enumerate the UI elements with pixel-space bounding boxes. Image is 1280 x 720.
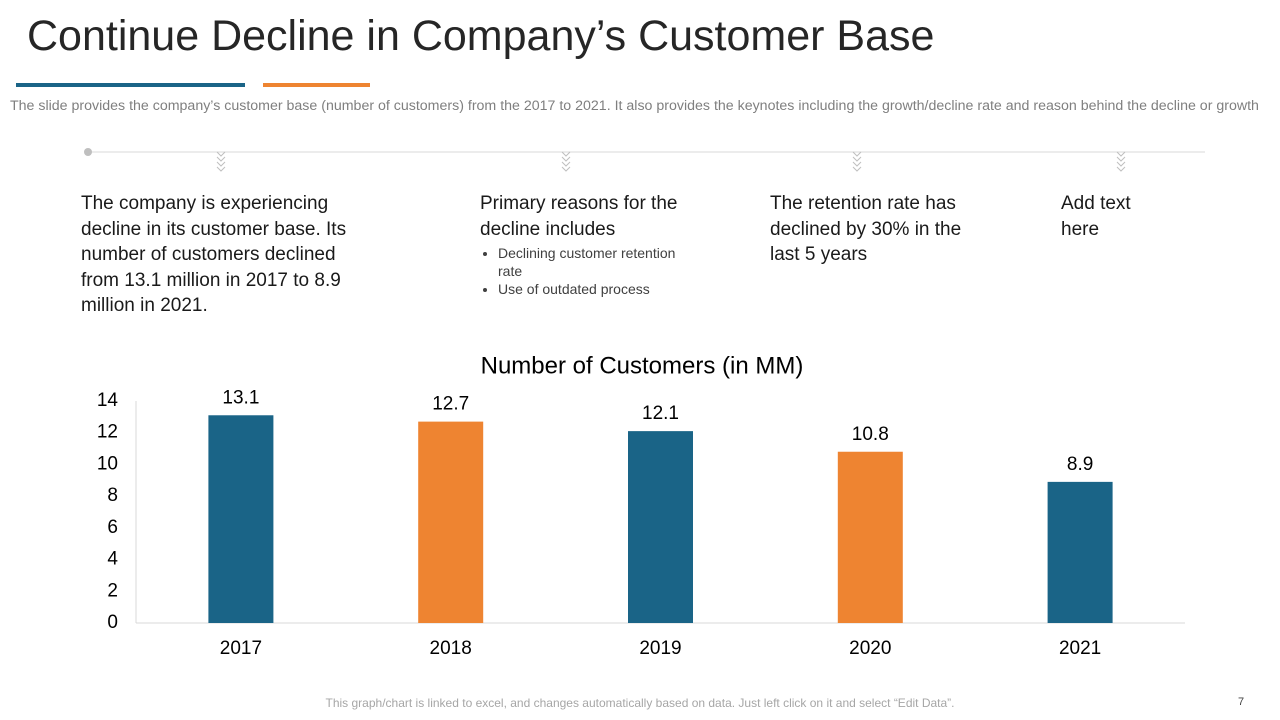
bullet: Use of outdated process xyxy=(498,280,680,298)
note: Add text here xyxy=(1061,193,1131,240)
slide-title: Continue Decline in Company’s Customer B… xyxy=(27,12,935,60)
timeline-icons xyxy=(216,151,1126,172)
y-tick-label: 0 xyxy=(107,612,118,633)
note: The company is experiencing decline in i… xyxy=(81,193,347,316)
x-tick-label: 2017 xyxy=(220,638,262,659)
y-tick-label: 8 xyxy=(107,485,118,506)
y-tick-label: 10 xyxy=(97,453,118,474)
x-tick-label: 2018 xyxy=(430,638,472,659)
y-tick-label: 4 xyxy=(107,549,118,570)
note: The retention rate has declined by 30% i… xyxy=(770,193,962,265)
bullet-list: Declining customer retention rate Use of… xyxy=(480,244,680,298)
x-tick-label: 2019 xyxy=(639,638,681,659)
y-tick-label: 6 xyxy=(107,517,118,538)
bar xyxy=(418,421,484,623)
value-label: 13.1 xyxy=(222,387,259,408)
bar xyxy=(628,431,693,623)
bar xyxy=(208,415,274,623)
value-label: 10.8 xyxy=(852,424,889,445)
chart-title: Number of Customers (in MM) xyxy=(481,352,804,379)
bar xyxy=(837,451,903,623)
y-tick-label: 2 xyxy=(107,580,118,601)
x-tick-label: 2020 xyxy=(849,638,891,659)
value-label: 12.1 xyxy=(642,403,679,424)
value-label: 12.7 xyxy=(432,394,469,415)
y-tick-label: 12 xyxy=(97,422,118,443)
x-tick-label: 2021 xyxy=(1059,638,1101,659)
y-tick-label: 14 xyxy=(97,390,119,411)
timeline-dot xyxy=(84,148,92,156)
bar xyxy=(1047,481,1113,623)
subtitle: The slide provides the company’s custome… xyxy=(10,98,1259,114)
value-label: 8.9 xyxy=(1067,454,1093,475)
page-number: 7 xyxy=(1238,696,1245,708)
footer-note: This graph/chart is linked to excel, and… xyxy=(325,696,955,710)
bullet: Declining customer retention rate xyxy=(498,244,680,280)
note-block: Primary reasons for the decline includes… xyxy=(480,191,680,298)
note: Primary reasons for the decline includes xyxy=(480,193,678,240)
